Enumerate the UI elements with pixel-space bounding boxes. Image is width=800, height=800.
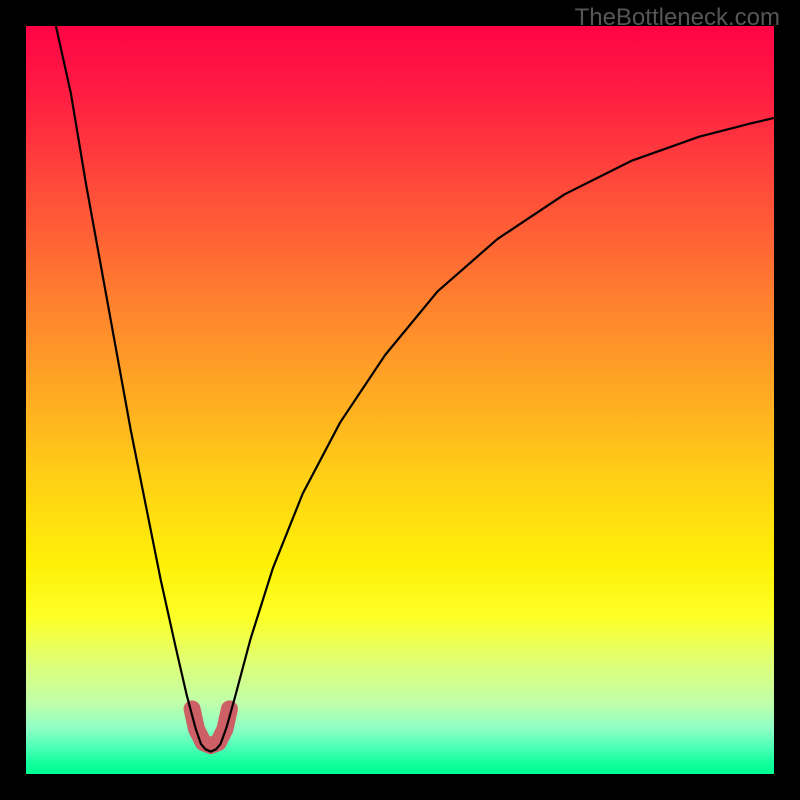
gradient-background	[26, 26, 774, 774]
chart-root: TheBottleneck.com	[0, 0, 800, 800]
plot-area	[26, 26, 774, 774]
